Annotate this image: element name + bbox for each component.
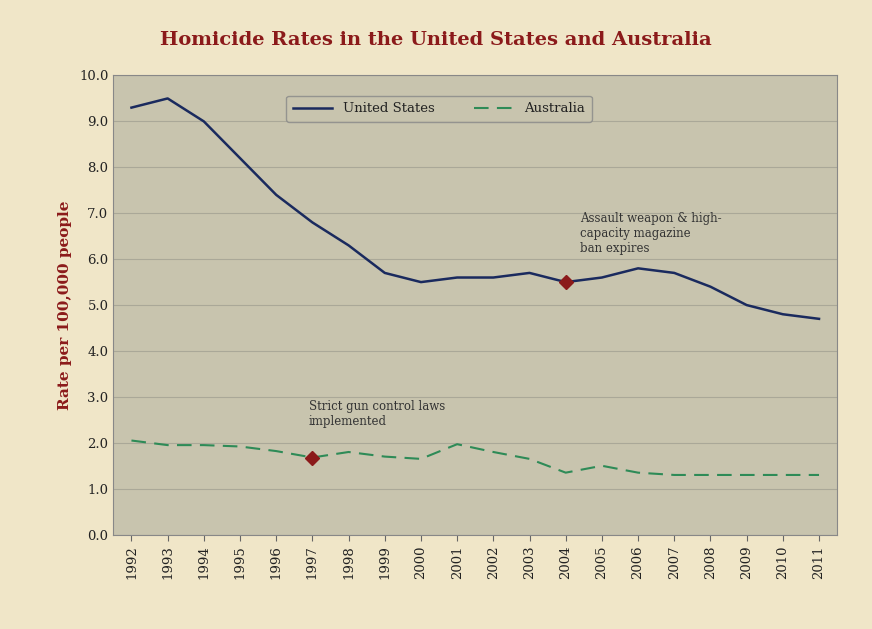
- Text: Homicide Rates in the United States and Australia: Homicide Rates in the United States and …: [160, 31, 712, 50]
- Text: Assault weapon & high-
capacity magazine
ban expires: Assault weapon & high- capacity magazine…: [580, 213, 722, 255]
- Y-axis label: Rate per 100,000 people: Rate per 100,000 people: [58, 200, 72, 410]
- Legend: United States, Australia: United States, Australia: [286, 96, 592, 122]
- Text: Strict gun control laws
implemented: Strict gun control laws implemented: [309, 400, 445, 428]
